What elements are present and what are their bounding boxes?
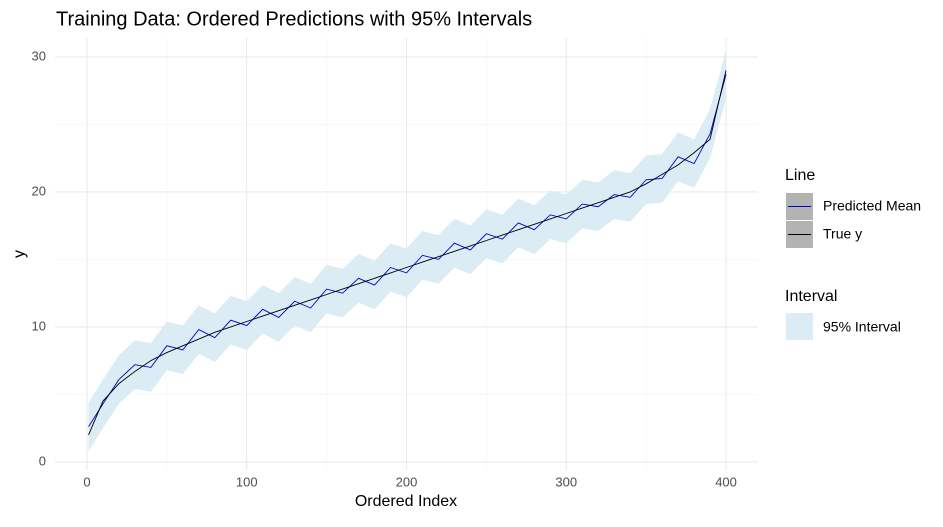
y-axis-title: y bbox=[11, 250, 28, 258]
x-tick-label: 300 bbox=[555, 474, 577, 489]
series-line bbox=[88, 70, 727, 436]
y-tick-label: 0 bbox=[39, 453, 46, 468]
chart-title: Training Data: Ordered Predictions with … bbox=[56, 8, 532, 30]
x-axis-title: Ordered Index bbox=[355, 493, 457, 510]
x-tick-label: 100 bbox=[236, 474, 258, 489]
legend-label: True y bbox=[823, 226, 862, 242]
y-tick-label: 20 bbox=[32, 183, 46, 198]
legend-swatch bbox=[786, 313, 813, 340]
legend-title: Line bbox=[785, 167, 815, 184]
x-tick-label: 0 bbox=[83, 474, 90, 489]
y-tick-label: 30 bbox=[32, 48, 46, 63]
x-tick-label: 200 bbox=[396, 474, 418, 489]
legend-label: 95% Interval bbox=[823, 319, 901, 335]
x-tick-label: 400 bbox=[715, 474, 737, 489]
y-tick-label: 10 bbox=[32, 318, 46, 333]
interval-band bbox=[88, 50, 727, 452]
legend-title: Interval bbox=[785, 288, 837, 305]
legend-label: Predicted Mean bbox=[823, 198, 921, 214]
